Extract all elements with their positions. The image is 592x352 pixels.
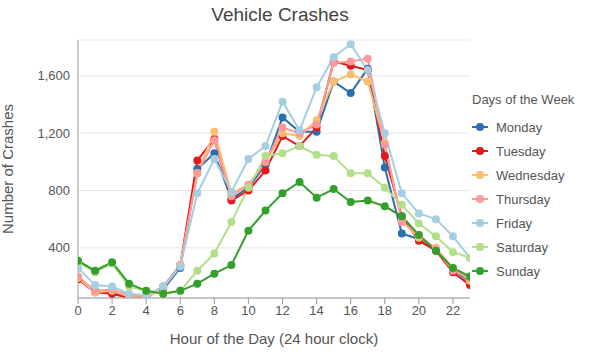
svg-text:8: 8 bbox=[211, 303, 218, 318]
svg-text:4: 4 bbox=[143, 303, 150, 318]
svg-text:400: 400 bbox=[48, 240, 70, 255]
html-text:Monday: Monday bbox=[496, 119, 543, 135]
html-text:Tuesday: Tuesday bbox=[496, 143, 546, 159]
html-text:Saturday: Saturday bbox=[496, 239, 548, 255]
svg-text:14: 14 bbox=[309, 303, 323, 318]
svg-text:12: 12 bbox=[275, 303, 289, 318]
svg-text:18: 18 bbox=[378, 303, 392, 318]
html-text:Days of the Week: Days of the Week bbox=[472, 92, 575, 107]
svg-text:22: 22 bbox=[446, 303, 460, 318]
html-text:Sunday: Sunday bbox=[496, 263, 541, 279]
svg-text:1,600: 1,600 bbox=[37, 68, 70, 83]
svg-text:6: 6 bbox=[177, 303, 184, 318]
svg-text:2: 2 bbox=[108, 303, 115, 318]
html-text:Wednesday: Wednesday bbox=[496, 167, 565, 183]
svg-text:0: 0 bbox=[74, 303, 81, 318]
svg-text:10: 10 bbox=[241, 303, 255, 318]
html-text:Thursday: Thursday bbox=[496, 191, 551, 207]
svg-text:1,200: 1,200 bbox=[37, 126, 70, 141]
svg-text:800: 800 bbox=[48, 183, 70, 198]
svg-text:Hour of the Day (24 hour clock: Hour of the Day (24 hour clock) bbox=[170, 330, 378, 347]
svg-text:Number of Crashes: Number of Crashes bbox=[8, 104, 16, 234]
html-text:Vehicle Crashes: Vehicle Crashes bbox=[211, 4, 349, 25]
svg-text:16: 16 bbox=[343, 303, 357, 318]
svg-text:20: 20 bbox=[412, 303, 426, 318]
html-text:Friday: Friday bbox=[496, 215, 533, 231]
